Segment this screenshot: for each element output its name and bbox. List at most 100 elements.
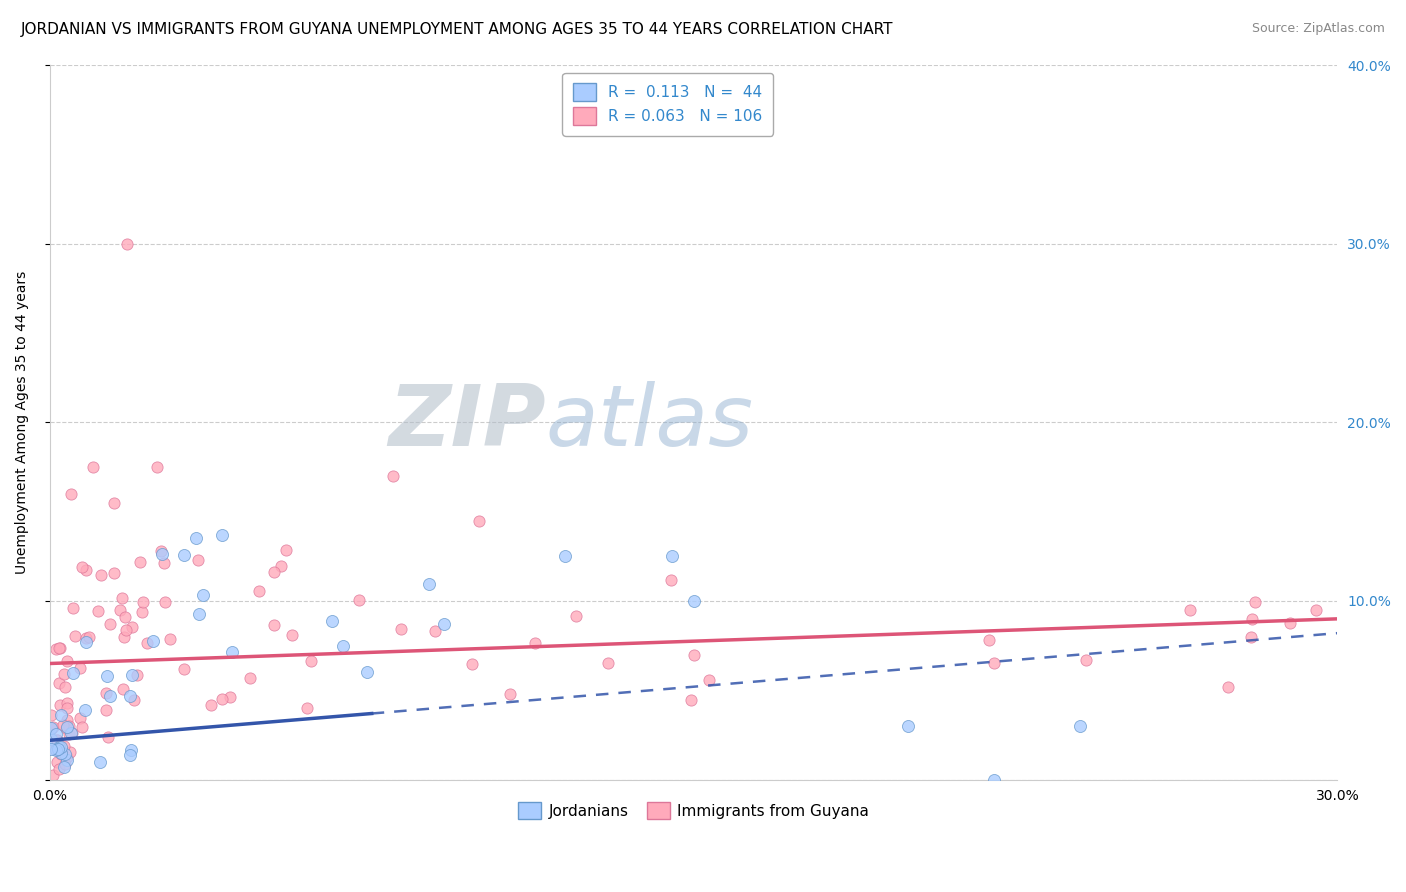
Point — [1240, 630, 1263, 644]
Point — [56, 701, 79, 715]
Point — [211, 692, 233, 706]
Point — [276, 543, 298, 558]
Point — [682, 648, 704, 662]
Point — [211, 528, 233, 542]
Point — [100, 616, 122, 631]
Point — [60, 487, 83, 501]
Point — [301, 654, 323, 668]
Point — [1279, 615, 1302, 630]
Point — [96, 669, 118, 683]
Point — [332, 639, 354, 653]
Point — [135, 636, 157, 650]
Point — [115, 623, 138, 637]
Point — [425, 624, 447, 638]
Point — [41, 731, 63, 746]
Point — [115, 236, 138, 251]
Point — [87, 604, 110, 618]
Point — [524, 636, 547, 650]
Point — [554, 549, 576, 564]
Point — [159, 632, 181, 646]
Point — [468, 514, 491, 528]
Point — [97, 730, 120, 744]
Point — [56, 749, 79, 764]
Point — [239, 672, 262, 686]
Point — [349, 593, 371, 607]
Point — [1305, 603, 1327, 617]
Point — [82, 460, 104, 475]
Point — [55, 753, 77, 767]
Point — [45, 743, 67, 757]
Point — [146, 460, 169, 475]
Legend: Jordanians, Immigrants from Guyana: Jordanians, Immigrants from Guyana — [512, 796, 876, 826]
Point — [983, 657, 1005, 671]
Point — [131, 605, 153, 619]
Point — [1074, 653, 1097, 667]
Point — [297, 701, 319, 715]
Point — [382, 469, 405, 483]
Point — [55, 680, 77, 694]
Text: atlas: atlas — [546, 381, 754, 464]
Point — [73, 703, 96, 717]
Point — [1180, 603, 1202, 617]
Point — [48, 676, 70, 690]
Text: JORDANIAN VS IMMIGRANTS FROM GUYANA UNEMPLOYMENT AMONG AGES 35 TO 44 YEARS CORRE: JORDANIAN VS IMMIGRANTS FROM GUYANA UNEM… — [21, 22, 894, 37]
Point — [55, 721, 77, 735]
Point — [111, 591, 134, 605]
Point — [1069, 719, 1091, 733]
Point — [90, 567, 112, 582]
Point — [697, 673, 720, 687]
Point — [46, 733, 69, 747]
Point — [270, 558, 292, 573]
Point — [128, 555, 150, 569]
Point — [112, 631, 135, 645]
Point — [110, 602, 132, 616]
Point — [150, 547, 173, 561]
Point — [55, 696, 77, 710]
Point — [94, 703, 117, 717]
Point — [75, 635, 97, 649]
Point — [75, 631, 97, 645]
Point — [45, 756, 67, 770]
Point — [45, 743, 67, 757]
Point — [125, 668, 148, 682]
Point — [49, 739, 72, 754]
Point — [59, 725, 82, 739]
Point — [53, 747, 76, 762]
Point — [897, 719, 920, 733]
Point — [247, 584, 270, 599]
Point — [75, 563, 97, 577]
Point — [49, 641, 72, 656]
Point — [499, 687, 522, 701]
Point — [69, 661, 91, 675]
Point — [661, 549, 683, 564]
Point — [49, 707, 72, 722]
Point — [56, 720, 79, 734]
Point — [132, 595, 155, 609]
Point — [263, 618, 285, 632]
Point — [461, 657, 484, 671]
Point — [39, 742, 62, 756]
Point — [1244, 595, 1267, 609]
Point — [221, 645, 243, 659]
Point — [45, 727, 67, 741]
Point — [983, 772, 1005, 787]
Point — [111, 681, 134, 696]
Point — [48, 763, 70, 777]
Point — [58, 718, 80, 732]
Point — [46, 733, 69, 747]
Point — [52, 739, 75, 754]
Point — [69, 711, 91, 725]
Point — [41, 721, 63, 735]
Point — [418, 577, 440, 591]
Point — [53, 760, 76, 774]
Point — [120, 743, 142, 757]
Point — [89, 755, 111, 769]
Point — [565, 608, 588, 623]
Text: ZIP: ZIP — [388, 381, 546, 464]
Point — [42, 768, 65, 782]
Point — [42, 720, 65, 734]
Point — [153, 595, 176, 609]
Point — [191, 588, 214, 602]
Point — [118, 690, 141, 704]
Point — [679, 693, 702, 707]
